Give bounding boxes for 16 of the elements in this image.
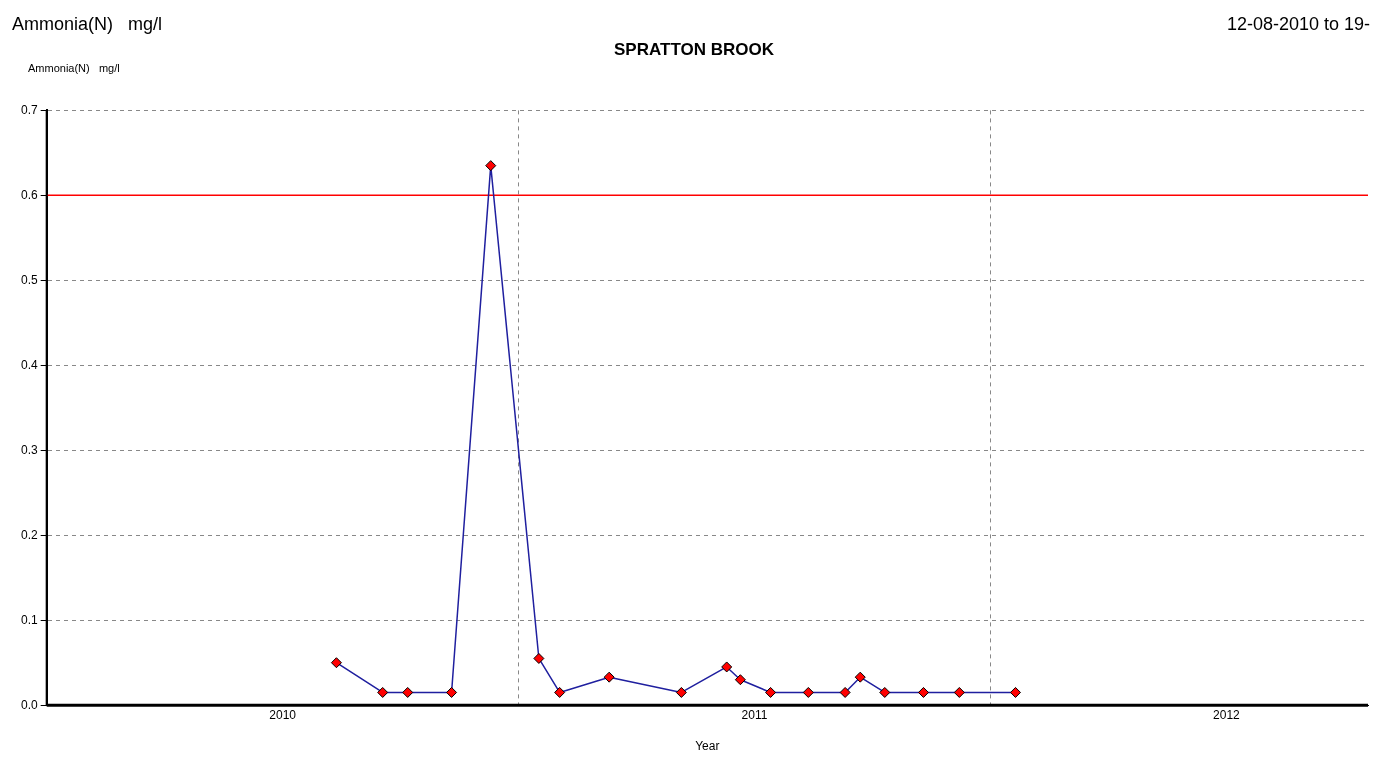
y-tick-label: 0.1 [20,612,38,627]
x-tick-label: 2011 [741,707,768,722]
y-tick-label: 0.5 [20,272,38,287]
x-tick-label: 2012 [1213,707,1241,722]
y-tick-label: 0.0 [20,697,38,712]
y-tick-label: 0.7 [20,102,38,117]
x-tick-label: 2010 [269,707,297,722]
y-tick-label: 0.3 [20,442,38,457]
text: 12-08-2010 to 19- [1226,14,1370,34]
y-tick-label: 0.6 [20,187,38,202]
y-axis-title: Ammonia(N) mg/l [28,62,120,75]
chart-title: SPRATTON BROOK [614,39,775,59]
x-axis-title: Year [695,739,720,754]
text: Ammonia(N) mg/l [12,14,163,34]
y-tick-label: 0.4 [20,357,38,372]
y-tick-label: 0.2 [20,527,38,542]
